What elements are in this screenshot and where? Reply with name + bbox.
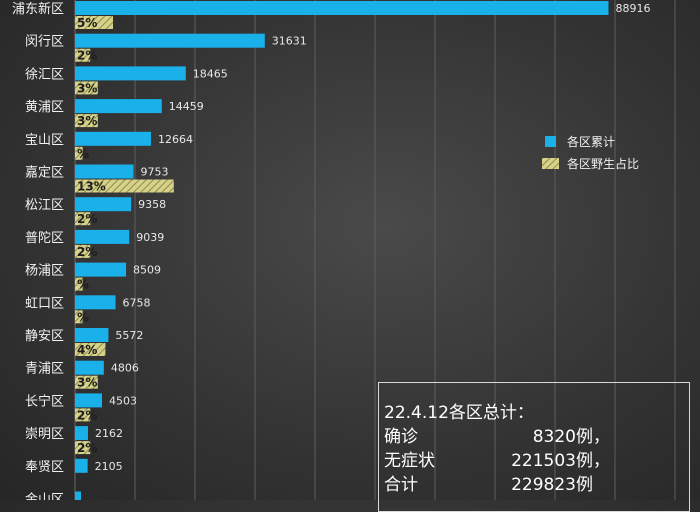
bar-cumulative xyxy=(75,262,127,277)
bar-wild-ratio xyxy=(75,408,91,422)
category-label: 长宁区 xyxy=(25,393,64,409)
value-label: 4806 xyxy=(111,362,139,375)
summary-value: 221503 xyxy=(511,451,576,471)
ratio-label: % xyxy=(77,278,89,292)
ratio-label: 2% xyxy=(77,212,97,226)
district-bar-chart: 浦东新区 88916 5% 闵行区 31631 2% 徐汇区 18465 3% 黄浦区 14459 3… xyxy=(12,0,676,500)
bar-wild-ratio xyxy=(75,441,91,455)
ratio-label: 3% xyxy=(77,81,97,95)
bar-wild-ratio xyxy=(75,48,91,62)
value-label: 2105 xyxy=(95,460,123,473)
category-label: 闵行区 xyxy=(25,35,64,50)
summary-row-asymptomatic: 无症状 221503 例， xyxy=(384,449,689,473)
bar-wild-ratio xyxy=(75,310,83,324)
bar-cumulative xyxy=(75,1,609,15)
summary-unit: 例 xyxy=(576,475,593,495)
bar-cumulative xyxy=(75,328,109,342)
value-label: 18465 xyxy=(193,67,228,80)
value-label: 9039 xyxy=(136,231,164,244)
value-label: 14459 xyxy=(169,100,204,113)
category-label: 普陀区 xyxy=(25,230,64,246)
summary-key: 确诊 xyxy=(384,427,418,447)
bar-cumulative xyxy=(75,99,162,114)
bars xyxy=(75,1,609,500)
bar-cumulative xyxy=(75,229,130,244)
bar-wild-ratio xyxy=(75,244,91,258)
summary-row-total: 合计 229823 例 xyxy=(384,473,689,497)
category-label: 静安区 xyxy=(25,329,64,344)
value-label: 9358 xyxy=(138,198,166,211)
bar-wild-ratio xyxy=(75,212,91,226)
summary-unit: 例， xyxy=(576,451,610,471)
ratio-label: 2% xyxy=(77,49,97,63)
value-label: 5572 xyxy=(115,329,143,342)
category-label: 青浦区 xyxy=(25,362,64,377)
category-label: 嘉定区 xyxy=(25,166,64,181)
labels: 浦东新区 88916 5% 闵行区 31631 2% 徐汇区 18465 3% 黄浦区 14459 3… xyxy=(12,1,651,500)
ratio-label: % xyxy=(77,310,89,324)
category-label: 浦东新区 xyxy=(12,1,64,17)
summary-title: 22.4.12各区总计： xyxy=(384,403,534,423)
bar-wild-ratio xyxy=(75,343,106,356)
ratio-label: % xyxy=(77,147,89,161)
bar-wild-ratio xyxy=(75,16,113,29)
bar-wild-ratio xyxy=(75,375,98,389)
summary-unit: 例， xyxy=(576,427,610,447)
legend-label-cumulative: 各区累计 xyxy=(567,134,615,149)
legend: 各区累计 各区野生占比 xyxy=(542,134,639,171)
category-label: 黄浦区 xyxy=(25,100,64,115)
bar-wild-ratio xyxy=(75,277,83,291)
value-label: 9753 xyxy=(141,166,169,179)
legend-swatch-wild-ratio xyxy=(542,158,559,169)
category-label: 崇明区 xyxy=(25,427,64,442)
value-label: 4503 xyxy=(109,394,137,407)
ratio-label: 2% xyxy=(77,441,97,455)
ratio-label: 4% xyxy=(77,343,97,357)
summary-key: 无症状 xyxy=(384,451,435,471)
ratio-label: 2% xyxy=(77,245,97,259)
bar-wild-ratio xyxy=(75,81,98,95)
category-label: 奉贤区 xyxy=(25,460,64,475)
bar-cumulative xyxy=(75,360,104,375)
category-label: 金山区 xyxy=(25,492,64,501)
ratio-label: 3% xyxy=(77,376,97,390)
bar-cumulative xyxy=(75,458,88,473)
summary-value: 8320 xyxy=(532,427,576,447)
bar-cumulative xyxy=(75,33,265,48)
value-label: 8509 xyxy=(133,264,161,277)
value-label: 88916 xyxy=(615,2,650,15)
category-label: 松江区 xyxy=(25,198,64,213)
category-label: 杨浦区 xyxy=(25,264,64,279)
category-label: 徐汇区 xyxy=(25,67,64,82)
bar-cumulative xyxy=(75,164,134,179)
legend-label-wild-ratio: 各区野生占比 xyxy=(567,156,639,171)
ratio-label: 13% xyxy=(77,180,106,194)
bar-cumulative xyxy=(75,197,132,212)
bar-cumulative xyxy=(75,491,81,500)
bar-cumulative xyxy=(75,66,186,81)
ratio-label: 2% xyxy=(77,408,97,422)
bar-cumulative xyxy=(75,393,103,408)
bar-cumulative xyxy=(75,295,116,310)
legend-swatch-cumulative xyxy=(545,136,556,147)
summary-row-confirmed: 确诊 8320 例， xyxy=(384,425,689,449)
value-label: 31631 xyxy=(272,35,307,48)
bar-cumulative xyxy=(75,426,88,441)
ratio-label: 3% xyxy=(77,114,97,128)
value-label: 12664 xyxy=(158,133,193,146)
summary-box: 22.4.12各区总计： 确诊 8320 例， 无症状 221503 例， 合计… xyxy=(378,382,690,512)
summary-key: 合计 xyxy=(384,475,418,495)
bar-wild-ratio xyxy=(75,146,83,160)
category-label: 虹口区 xyxy=(25,296,64,311)
bar-wild-ratio xyxy=(75,179,174,193)
value-label: 6758 xyxy=(123,296,151,309)
bar-cumulative xyxy=(75,131,151,146)
bar-wild-ratio xyxy=(75,114,98,128)
category-label: 宝山区 xyxy=(25,133,64,148)
value-label: 2162 xyxy=(95,427,123,440)
ratio-label: 5% xyxy=(77,16,97,30)
summary-value: 229823 xyxy=(511,475,576,495)
